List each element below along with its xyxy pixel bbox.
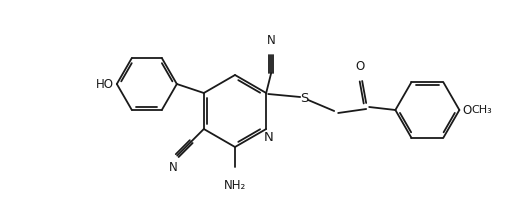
Text: O: O	[355, 60, 365, 73]
Text: NH₂: NH₂	[224, 179, 246, 192]
Text: HO: HO	[96, 78, 114, 91]
Text: N: N	[263, 131, 273, 144]
Text: N: N	[267, 34, 275, 47]
Text: N: N	[169, 161, 177, 174]
Text: S: S	[300, 91, 308, 105]
Text: O: O	[462, 103, 472, 116]
Text: CH₃: CH₃	[472, 105, 492, 115]
